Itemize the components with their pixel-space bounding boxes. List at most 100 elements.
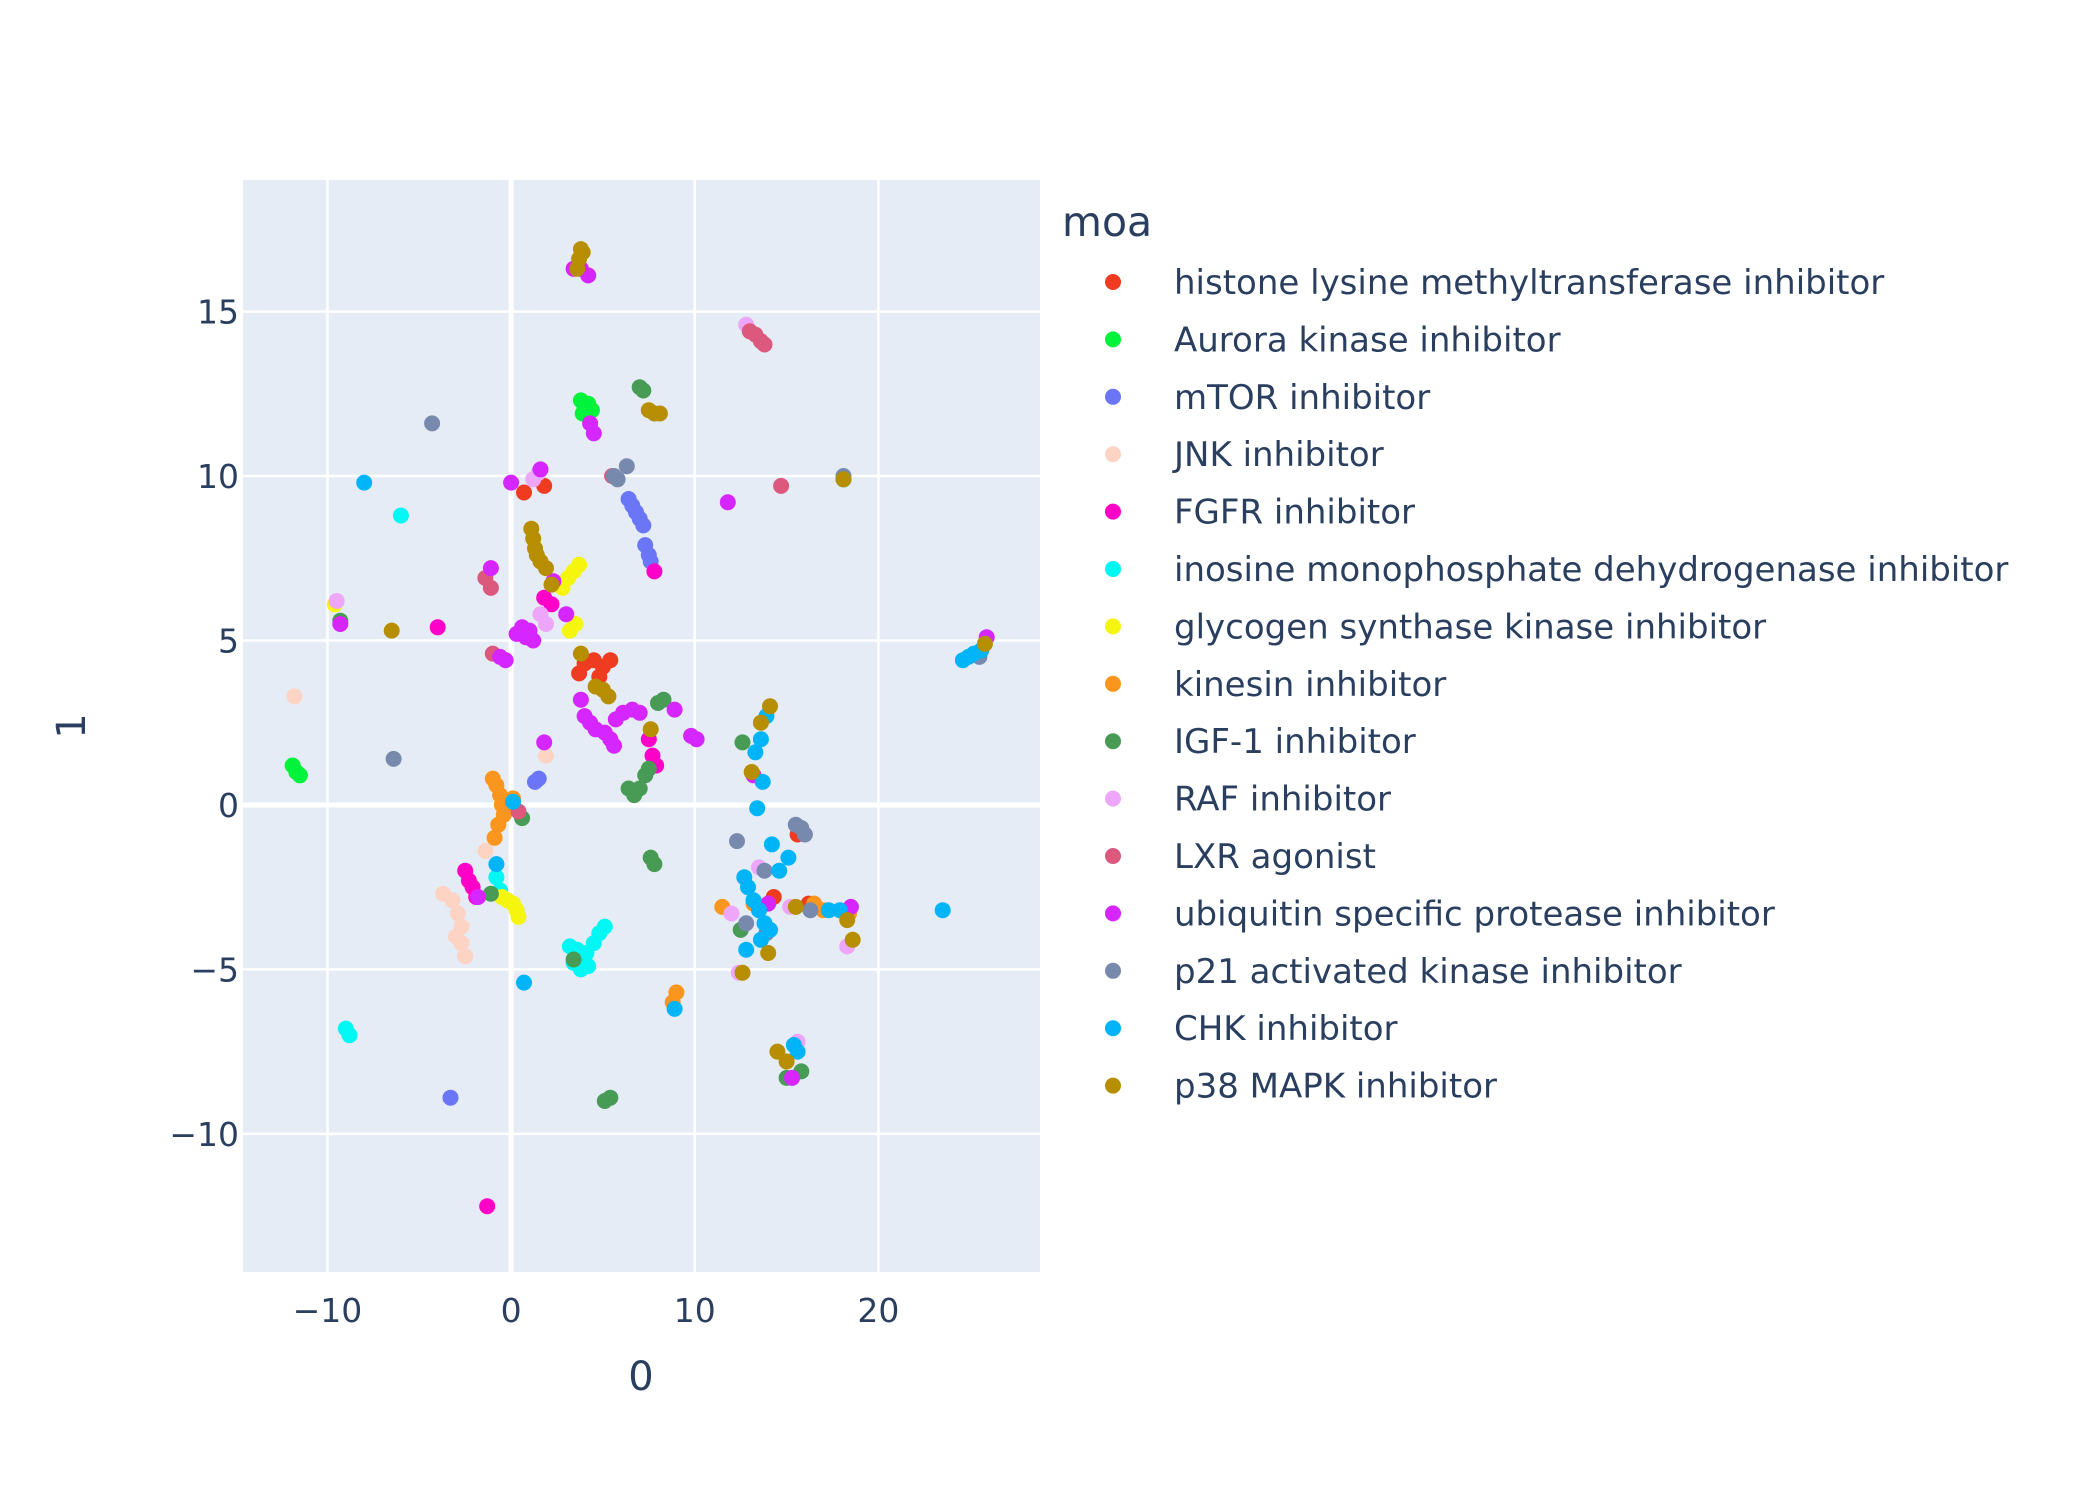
data-point: [740, 879, 756, 896]
legend-item[interactable]: CHK inhibitor: [1105, 1009, 1398, 1049]
data-point: [796, 826, 813, 843]
data-point: [516, 484, 532, 501]
legend-marker: [1105, 962, 1121, 979]
legend-item[interactable]: p21 activated kinase inhibitor: [1105, 952, 1682, 992]
legend-label: FGFR inhibitor: [1174, 493, 1415, 533]
x-tick-label: 10: [674, 1291, 716, 1330]
data-point: [538, 747, 554, 764]
y-axis-title: 1: [49, 713, 95, 738]
data-point: [574, 244, 591, 261]
legend-label: mTOR inhibitor: [1174, 378, 1430, 418]
data-point: [754, 773, 771, 790]
data-point: [383, 622, 400, 639]
legend-item[interactable]: JNK inhibitor: [1105, 435, 1384, 475]
legend-item[interactable]: LXR agonist: [1105, 837, 1376, 877]
data-point: [341, 1027, 358, 1044]
data-point: [738, 915, 755, 932]
legend-marker: [1105, 1020, 1121, 1037]
data-point: [734, 734, 751, 751]
legend-label: RAF inhibitor: [1174, 780, 1391, 820]
legend-item[interactable]: p38 MAPK inhibitor: [1105, 1067, 1497, 1107]
data-point: [631, 780, 648, 797]
y-tick-label: −5: [190, 950, 239, 989]
data-point: [719, 494, 736, 511]
data-point: [787, 898, 804, 915]
data-point: [778, 1053, 795, 1070]
data-point: [642, 721, 659, 738]
data-point: [477, 843, 494, 859]
data-point: [291, 767, 308, 784]
data-point: [646, 563, 663, 580]
data-point: [666, 701, 683, 718]
legend-marker: [1105, 274, 1121, 290]
data-point: [385, 750, 402, 767]
data-point: [429, 619, 446, 636]
data-point: [749, 800, 766, 817]
legend-marker: [1105, 790, 1121, 807]
data-point: [448, 928, 464, 945]
data-point: [449, 905, 466, 922]
data-point: [503, 474, 520, 491]
data-point: [490, 816, 507, 833]
data-point: [596, 918, 613, 935]
data-point: [756, 862, 773, 879]
legend-item[interactable]: ubiquitin specific protease inhibitor: [1105, 894, 1775, 934]
data-point: [482, 885, 499, 902]
legend-item[interactable]: FGFR inhibitor: [1105, 493, 1415, 533]
data-point: [751, 902, 767, 919]
legend-item[interactable]: Aurora kinase inhibitor: [1105, 320, 1561, 360]
legend-label: CHK inhibitor: [1174, 1009, 1398, 1049]
data-point: [538, 616, 554, 632]
y-tick-label: 5: [218, 621, 239, 660]
data-point: [532, 461, 549, 478]
series-3: [286, 688, 554, 965]
data-point: [747, 744, 764, 761]
legend-item[interactable]: glycogen synthase kinase inhibitor: [1105, 607, 1766, 647]
x-tick-label: 0: [501, 1291, 522, 1330]
legend-item[interactable]: mTOR inhibitor: [1105, 378, 1430, 418]
data-point: [572, 691, 589, 708]
data-point: [780, 849, 797, 866]
data-point: [442, 1089, 459, 1106]
data-point: [618, 458, 635, 475]
legend-item[interactable]: inosine monophosphate dehydrogenase inhi…: [1105, 550, 2008, 590]
legend-item[interactable]: kinesin inhibitor: [1105, 665, 1446, 705]
data-point: [771, 862, 788, 879]
data-point: [558, 606, 575, 623]
data-point: [516, 974, 532, 991]
data-point: [934, 902, 951, 919]
data-point: [536, 734, 553, 751]
legend-label: Aurora kinase inhibitor: [1174, 320, 1561, 360]
legend-item[interactable]: RAF inhibitor: [1105, 780, 1391, 820]
data-point: [756, 336, 773, 353]
legend-label: glycogen synthase kinase inhibitor: [1174, 607, 1766, 647]
legend-item[interactable]: histone lysine methyltransferase inhibit…: [1105, 263, 1884, 303]
legend-marker: [1105, 561, 1121, 577]
data-point: [820, 902, 837, 919]
legend-marker: [1105, 905, 1121, 922]
legend-marker: [1105, 618, 1121, 635]
data-point: [655, 691, 672, 708]
data-point: [602, 652, 619, 669]
data-points: [284, 241, 995, 1215]
y-tick-label: 0: [218, 786, 239, 825]
data-point: [666, 1000, 683, 1017]
y-tick-label: −10: [169, 1115, 239, 1154]
data-point: [569, 260, 586, 277]
legend-label: JNK inhibitor: [1172, 435, 1384, 475]
legend-label: histone lysine methyltransferase inhibit…: [1174, 263, 1884, 303]
data-point: [578, 945, 595, 961]
series-13: [356, 471, 990, 1060]
data-point: [635, 382, 652, 399]
legend-label: p38 MAPK inhibitor: [1174, 1067, 1497, 1107]
data-point: [482, 560, 499, 577]
legend: moa histone lysine methyltransferase inh…: [1062, 198, 2008, 1107]
legend-marker: [1105, 446, 1121, 463]
legend-item[interactable]: IGF-1 inhibitor: [1105, 722, 1416, 762]
legend-label: LXR agonist: [1174, 837, 1376, 877]
legend-label: kinesin inhibitor: [1174, 665, 1446, 705]
data-point: [752, 714, 769, 731]
data-point: [609, 471, 626, 488]
data-point: [444, 892, 461, 909]
legend-marker: [1105, 848, 1121, 864]
